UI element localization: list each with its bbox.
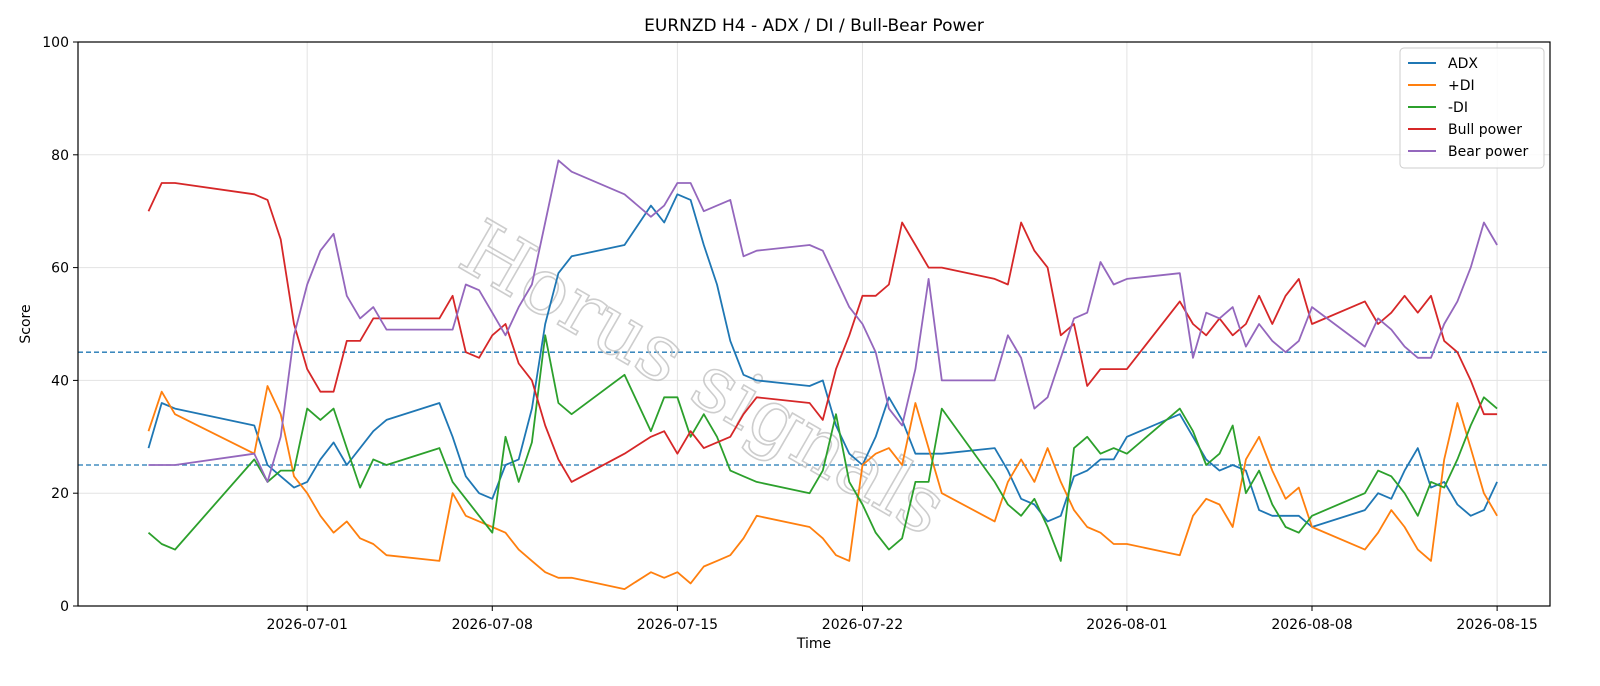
series-line xyxy=(147,334,1498,562)
x-axis-label: Time xyxy=(796,636,831,652)
chart-title: EURNZD H4 - ADX / DI / Bull-Bear Power xyxy=(644,16,984,36)
y-tick-label: 0 xyxy=(60,599,69,615)
legend: ADX +DI -DI Bull power Bear power xyxy=(1399,47,1545,169)
series-line xyxy=(147,182,1498,483)
y-tick-label: 20 xyxy=(51,486,69,502)
legend-label: +DI xyxy=(1448,78,1475,94)
legend-box xyxy=(1399,47,1545,169)
y-tick-label: 40 xyxy=(51,373,69,389)
x-tick-label: 2026-08-15 xyxy=(1456,617,1537,633)
series-line xyxy=(147,385,1498,590)
series-line xyxy=(148,159,1498,483)
legend-label: ADX xyxy=(1448,56,1478,72)
legend-label: Bear power xyxy=(1448,144,1529,160)
threshold-lines xyxy=(78,351,1550,466)
y-tick-label: 100 xyxy=(42,35,69,51)
x-tick-label: 2026-08-01 xyxy=(1086,617,1167,633)
x-tick-label: 2026-07-08 xyxy=(452,617,533,633)
x-tick-label: 2026-07-01 xyxy=(266,617,347,633)
x-tick-label: 2026-07-15 xyxy=(637,617,718,633)
y-axis-ticks: 0 20 40 60 80 100 xyxy=(42,35,78,615)
legend-label: Bull power xyxy=(1448,122,1522,138)
plot-frame xyxy=(77,41,1551,607)
y-tick-label: 80 xyxy=(51,148,69,164)
y-axis-label: Score xyxy=(18,304,34,343)
x-tick-label: 2026-08-08 xyxy=(1271,617,1352,633)
series-layer xyxy=(147,159,1498,590)
x-tick-label: 2026-07-22 xyxy=(822,617,903,633)
y-tick-label: 60 xyxy=(51,261,69,277)
legend-label: -DI xyxy=(1448,100,1468,116)
x-axis-ticks: 2026-07-01 2026-07-08 2026-07-15 2026-07-22… xyxy=(266,606,1538,633)
